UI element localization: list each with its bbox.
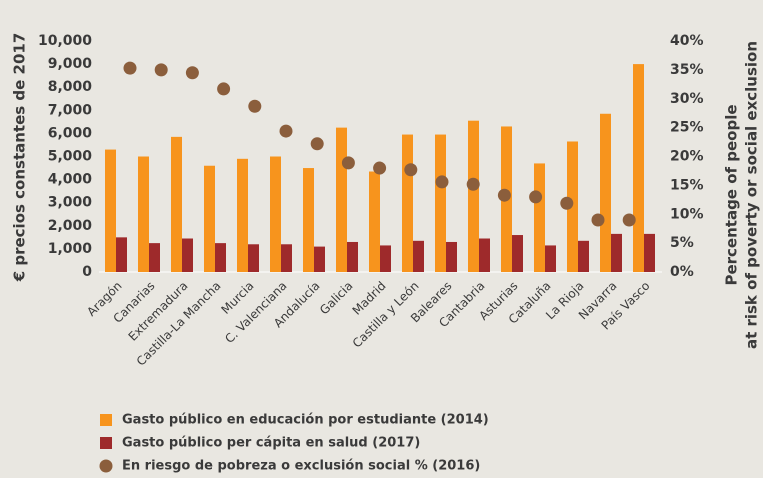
y-tick-label: 3,000 (48, 195, 93, 211)
y-tick-label: 10,000 (38, 33, 92, 49)
dot (154, 63, 168, 77)
dot (466, 177, 480, 191)
bar (149, 243, 160, 272)
bar (204, 165, 215, 272)
y2-axis-title: Percentage of people (723, 104, 741, 285)
bar (600, 113, 611, 272)
y-tick-label: 4,000 (48, 172, 93, 188)
legend-swatch (99, 459, 113, 473)
dot (217, 82, 231, 96)
bar (369, 171, 380, 272)
bar (479, 238, 490, 272)
bar (347, 241, 358, 272)
y-tick-label: 1,000 (48, 241, 93, 257)
bar (512, 235, 523, 272)
dot (373, 161, 387, 175)
legend-swatch (100, 437, 112, 449)
bar (468, 120, 479, 272)
y-tick-label: 5,000 (48, 149, 93, 165)
dot (591, 213, 605, 227)
bar (578, 240, 589, 272)
dot (529, 190, 543, 204)
legend-label: Gasto público per cápita en salud (2017) (122, 436, 420, 451)
bar (281, 244, 292, 272)
bar (270, 156, 281, 272)
y-tick-label: 7,000 (48, 102, 93, 118)
dot (497, 188, 511, 202)
dot (622, 213, 636, 227)
y-tick-label: 9,000 (48, 56, 93, 72)
bar (215, 243, 226, 272)
bar (567, 141, 578, 272)
dot (185, 66, 199, 80)
y2-tick-label: 20% (670, 149, 704, 165)
dot (560, 196, 574, 210)
y2-tick-label: 15% (670, 177, 704, 193)
bar (237, 158, 248, 272)
bar (138, 156, 149, 272)
legend-label: Gasto público en educación por estudiant… (122, 413, 489, 428)
dot (279, 124, 293, 138)
dot (248, 99, 262, 113)
bar (644, 233, 655, 272)
y-tick-label: 0 (82, 264, 92, 280)
y-tick-label: 6,000 (48, 125, 93, 141)
bar (336, 127, 347, 272)
bar (633, 64, 644, 272)
bar (171, 136, 182, 272)
bar (413, 240, 424, 272)
bar (116, 237, 127, 272)
bar (182, 238, 193, 272)
dot (404, 163, 418, 177)
bar (545, 245, 556, 272)
bar (303, 168, 314, 272)
bar (446, 241, 457, 272)
y2-tick-label: 35% (670, 62, 704, 78)
bar (534, 163, 545, 272)
y-axis-title: € precios constantes de 2017 (11, 33, 29, 283)
legend-label: En riesgo de pobreza o exclusión social … (122, 459, 480, 474)
y2-tick-label: 5% (670, 235, 694, 251)
bar (402, 134, 413, 272)
dot (310, 137, 324, 151)
bar (435, 134, 446, 272)
dot (341, 156, 355, 170)
y2-tick-label: 25% (670, 120, 704, 136)
dot (435, 175, 449, 189)
legend-swatch (100, 414, 112, 426)
bar (611, 233, 622, 272)
y2-tick-label: 40% (670, 33, 704, 49)
y-tick-label: 8,000 (48, 79, 93, 95)
y2-tick-label: 10% (670, 206, 704, 222)
y2-tick-label: 30% (670, 91, 704, 107)
bar (248, 244, 259, 272)
bar (105, 149, 116, 272)
x-tick-label: Galicia (317, 279, 356, 318)
y-tick-label: 2,000 (48, 218, 93, 234)
bar (314, 246, 325, 272)
y2-axis-title: at risk of poverty or social exclusion (743, 41, 761, 349)
bar (380, 245, 391, 272)
y2-tick-label: 0% (670, 264, 694, 280)
dot (123, 61, 137, 75)
